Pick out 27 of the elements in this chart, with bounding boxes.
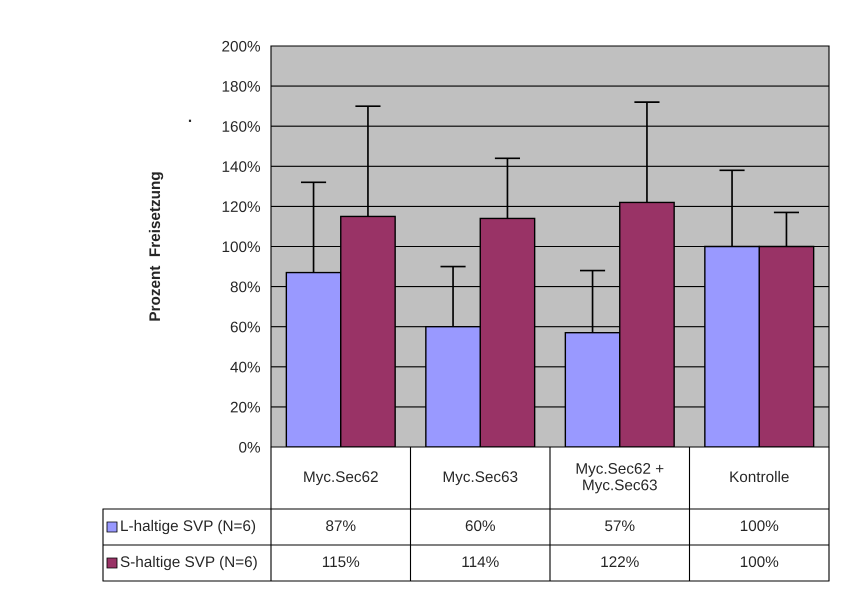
data-label: 114% [462, 556, 499, 568]
data-label: 100% [740, 520, 778, 532]
data-label: 60% [466, 520, 495, 532]
y-tick-label: 140% [222, 161, 260, 172]
y-tick-label: 120% [222, 201, 260, 212]
data-label: 57% [605, 520, 634, 532]
y-tick-label: 100% [222, 241, 260, 252]
y-axis-title: Prozent Freisetzung [148, 172, 164, 321]
y-tick-label: 200% [222, 40, 260, 52]
x-tick-label: Myc.Sec62 + Myc.Sec63 [576, 463, 664, 494]
x-tick-label: Myc.Sec63 [444, 471, 518, 486]
data-label: 87% [326, 520, 356, 532]
x-tick-label: Myc.Sec62 [304, 471, 378, 486]
data-label: 122% [601, 556, 639, 568]
data-label: 115% [322, 556, 360, 568]
data-label: 100% [740, 556, 778, 568]
legend-label: L-haltige SVP (N=6) [121, 520, 256, 534]
y-tick-label: 20% [230, 402, 260, 413]
text: . [188, 120, 192, 122]
x-tick-label: Kontrolle [730, 470, 789, 482]
legend-label: S-haltige SVP (N=6) [120, 556, 257, 570]
y-tick-label: 160% [222, 121, 260, 132]
y-tick-label: 60% [230, 322, 260, 332]
y-tick-label: 0% [239, 442, 260, 453]
y-tick-label: 180% [222, 80, 260, 92]
y-tick-label: 40% [230, 362, 260, 372]
y-tick-label: 80% [230, 281, 260, 292]
